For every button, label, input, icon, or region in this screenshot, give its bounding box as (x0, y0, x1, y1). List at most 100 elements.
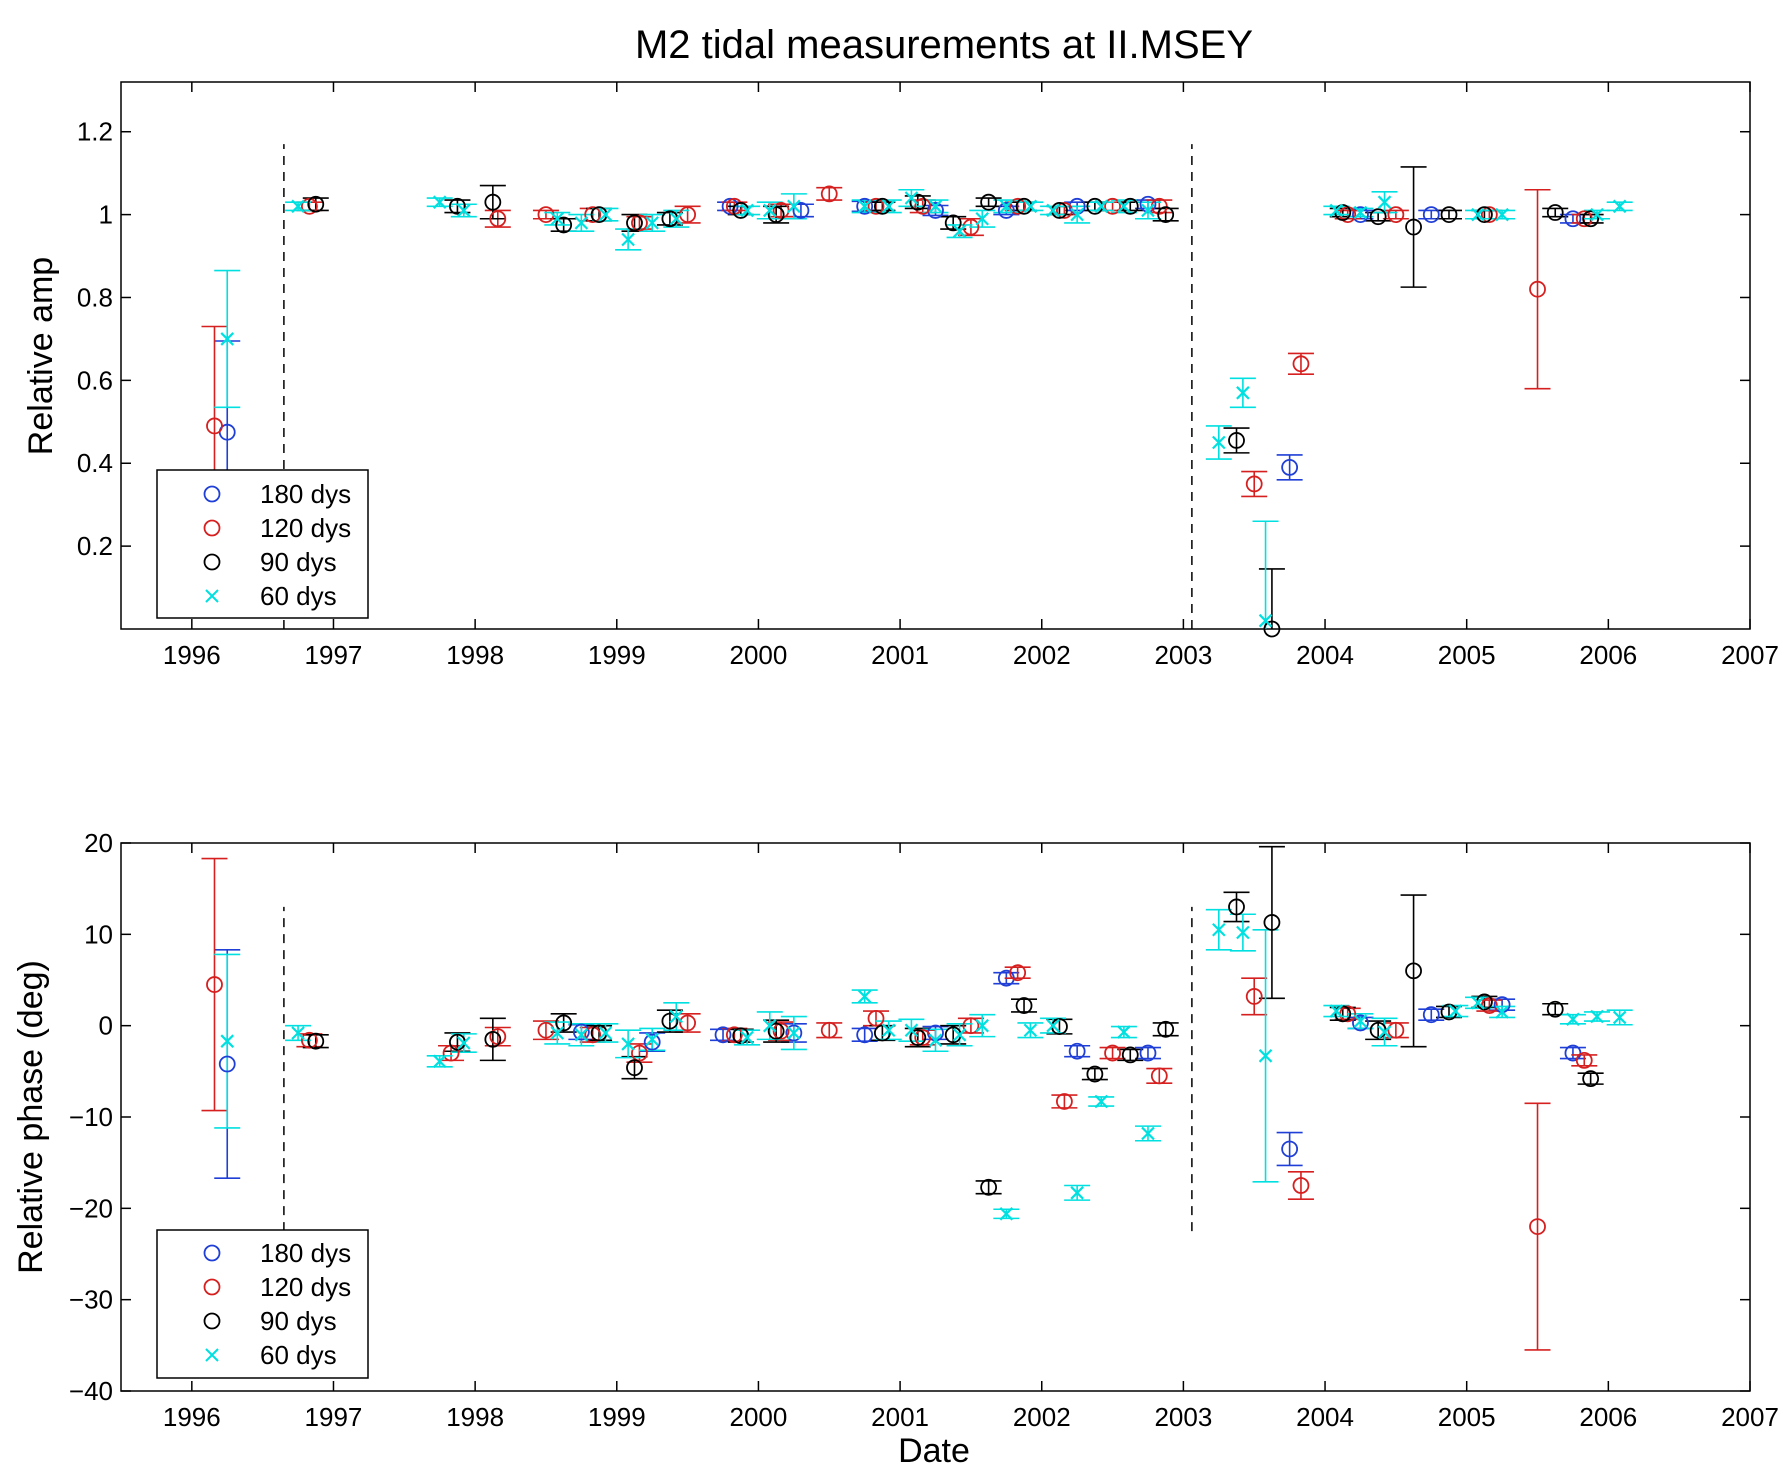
legend-item: 180 dys (203, 479, 351, 509)
data-point-90-dys (626, 1059, 643, 1077)
data-point-120-dys (725, 1026, 743, 1044)
errorbar-180-dys (1276, 1131, 1303, 1167)
legend-label: 120 dys (260, 1272, 351, 1302)
legend-marker-120-dys (203, 1278, 221, 1296)
errorbar-90-dys (1117, 1048, 1144, 1062)
errorbar-90-dys (975, 1180, 1002, 1195)
data-point-60-dys (1590, 1009, 1604, 1024)
phase-divider-lines (283, 906, 1193, 1232)
chart-title: M2 tidal measurements at II.MSEY (635, 23, 1253, 67)
x-tick-label: 1996 (163, 640, 221, 670)
errorbar-90-dys (940, 1024, 967, 1045)
data-point-90-dys (555, 216, 573, 234)
legend-label: 180 dys (260, 479, 351, 509)
legend-item: 60 dys (205, 581, 337, 611)
data-point-180-dys (714, 1026, 732, 1044)
data-point-90-dys (980, 193, 998, 211)
data-point-60-dys (762, 1018, 777, 1033)
data-point-90-dys (909, 1029, 927, 1046)
y-tick-label: −30 (69, 1285, 113, 1315)
data-point-60-dys (1070, 207, 1084, 222)
x-tick-label: 2003 (1154, 640, 1212, 670)
data-point-60-dys (1070, 1186, 1084, 1200)
data-point-90-dys (1334, 1005, 1352, 1023)
data-point-60-dys (1495, 1005, 1509, 1019)
data-point-120-dys (1009, 964, 1027, 982)
errorbar-180-dys (1559, 1046, 1586, 1060)
errorbar-180-dys (851, 1027, 878, 1042)
data-point-60-dys (1212, 435, 1226, 450)
data-point-60-dys (1377, 195, 1392, 209)
errorbar-90-dys (1577, 1072, 1604, 1085)
errorbar-90-dys (1258, 845, 1285, 1000)
errorbar-120-dys (1524, 188, 1551, 390)
data-point-60-dys (1612, 199, 1627, 214)
errorbar-90-dys (1365, 1020, 1392, 1041)
data-point-180-dys (721, 197, 739, 215)
data-point-180-dys (1352, 1014, 1369, 1032)
errorbar-90-dys (1223, 891, 1250, 923)
x-tick-label: 1996 (163, 1402, 221, 1432)
legend-marker-60-dys (205, 1348, 219, 1362)
data-point-60-dys (1329, 1004, 1344, 1018)
data-point-180-dys (792, 202, 810, 219)
data-point-180-dys (997, 202, 1015, 219)
data-point-60-dys (669, 211, 684, 226)
data-point-60-dys (432, 1054, 447, 1069)
data-point-120-dys (820, 1021, 838, 1039)
errorbar-90-dys (1081, 1067, 1108, 1081)
x-tick-label: 1997 (305, 1402, 363, 1432)
x-tick-label: 1999 (588, 1402, 646, 1432)
data-point-120-dys (914, 1029, 932, 1046)
x-tick-label: 2001 (871, 640, 929, 670)
data-point-60-dys (550, 1026, 565, 1040)
errorbar-120-dys (1571, 1054, 1598, 1067)
data-point-60-dys (669, 1009, 684, 1024)
data-point-60-dys (1258, 1049, 1273, 1063)
phase-legend: 180 dys 120 dys 90 dys 60 dys (156, 1229, 369, 1379)
errorbar-180-dys (1064, 1044, 1091, 1058)
data-point-90-dys (1369, 208, 1387, 226)
data-point-60-dys (904, 191, 919, 205)
data-point-60-dys (1258, 613, 1273, 628)
data-point-120-dys (867, 1009, 885, 1027)
data-point-60-dys (881, 1023, 896, 1038)
data-point-180-dys (856, 197, 874, 215)
data-point-60-dys (621, 232, 635, 247)
legend-marker-60-dys (205, 589, 219, 603)
data-point-90-dys (1405, 962, 1422, 980)
data-point-60-dys (1023, 1023, 1038, 1038)
errorbar-90-dys (1258, 568, 1285, 629)
data-point-60-dys (857, 199, 872, 214)
data-point-60-dys (1353, 1014, 1368, 1028)
data-point-60-dys (1117, 1025, 1131, 1039)
x-tick-label: 2002 (1013, 1402, 1071, 1432)
data-point-60-dys (762, 203, 777, 218)
data-point-90-dys (1546, 1000, 1564, 1018)
amplitude-y-axis-label: Relative amp (22, 257, 60, 455)
data-point-90-dys (484, 193, 502, 211)
data-point-90-dys (1582, 1070, 1600, 1088)
data-point-60-dys (904, 1023, 919, 1038)
data-point-60-dys (1471, 207, 1485, 222)
y-tick-label: −10 (69, 1102, 113, 1132)
y-tick-label: 1.2 (77, 117, 113, 147)
data-point-120-dys (584, 206, 602, 224)
legend-marker-90-dys (203, 553, 221, 571)
data-point-90-dys (1228, 898, 1245, 916)
data-point-180-dys (1068, 1042, 1086, 1060)
data-point-60-dys (1471, 996, 1485, 1010)
data-point-60-dys (645, 216, 659, 230)
y-tick-label: 1 (99, 200, 113, 230)
data-point-60-dys (1448, 1004, 1463, 1018)
amplitude-markers (206, 185, 1627, 638)
legend-box (156, 1229, 369, 1379)
data-point-90-dys (484, 1030, 502, 1048)
errorbar-90-dys (1435, 209, 1462, 220)
data-point-60-dys (1046, 1018, 1060, 1033)
x-tick-label: 2004 (1296, 1402, 1354, 1432)
data-point-90-dys (1157, 1020, 1175, 1038)
errorbar-60-dys (1252, 520, 1279, 629)
errorbar-90-dys (1471, 995, 1498, 1009)
